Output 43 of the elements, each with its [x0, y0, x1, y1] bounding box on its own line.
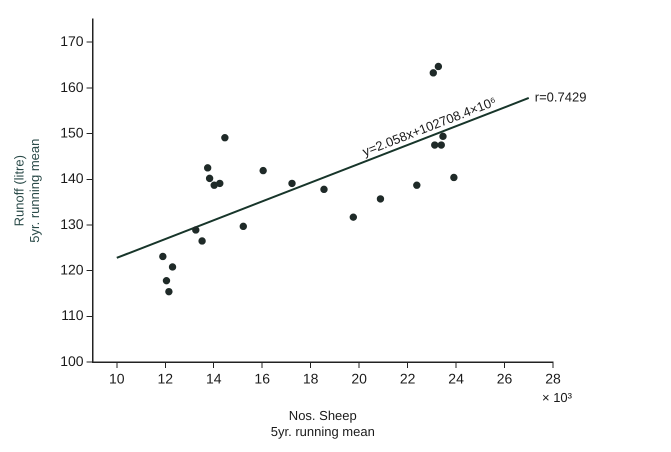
x-tick-label: 10	[109, 370, 125, 386]
y-tick-label: 170	[60, 33, 84, 50]
point	[430, 69, 437, 77]
y-tick-label: 150	[60, 124, 84, 140]
point	[204, 164, 212, 172]
point	[434, 62, 442, 70]
y-tick-label: 120	[60, 262, 84, 278]
point	[198, 237, 206, 245]
x-tick-label: 16	[254, 370, 270, 386]
point	[168, 263, 176, 271]
x-tick-label: 22	[400, 370, 416, 386]
point	[159, 252, 167, 260]
point	[162, 276, 170, 284]
point	[165, 288, 173, 296]
point	[192, 226, 200, 234]
x-axis-title: Nos. Sheep 5yr. running mean	[270, 408, 375, 439]
y-tick-label: 140	[60, 170, 84, 186]
x-tick-label: 24	[448, 370, 464, 386]
point	[221, 134, 229, 142]
point	[450, 174, 458, 182]
point	[288, 180, 296, 188]
x-tick-label: 20	[351, 370, 368, 386]
y-tick-label: 110	[61, 307, 84, 324]
point	[210, 182, 218, 189]
x-tick-label: 14	[206, 370, 222, 386]
point	[350, 213, 358, 221]
annotation: r=0.7429	[534, 90, 586, 105]
x-tick-label: 12	[157, 370, 174, 386]
y-axis-title: Runoff (litre) 5yr. running mean	[11, 138, 42, 243]
y-tick-label: 100	[60, 352, 84, 369]
point	[320, 186, 328, 194]
y-tick-label: 130	[60, 216, 84, 232]
point	[206, 174, 214, 182]
x-tick-label: 28	[545, 370, 561, 386]
text: × 10³	[542, 390, 573, 406]
point	[216, 180, 224, 188]
x-tick-label: 18	[302, 370, 319, 386]
y-tick-label: 160	[60, 78, 84, 95]
point	[413, 182, 421, 189]
point	[240, 222, 247, 230]
point	[376, 195, 384, 203]
point	[259, 166, 267, 174]
x-tick-label: 26	[496, 370, 513, 386]
